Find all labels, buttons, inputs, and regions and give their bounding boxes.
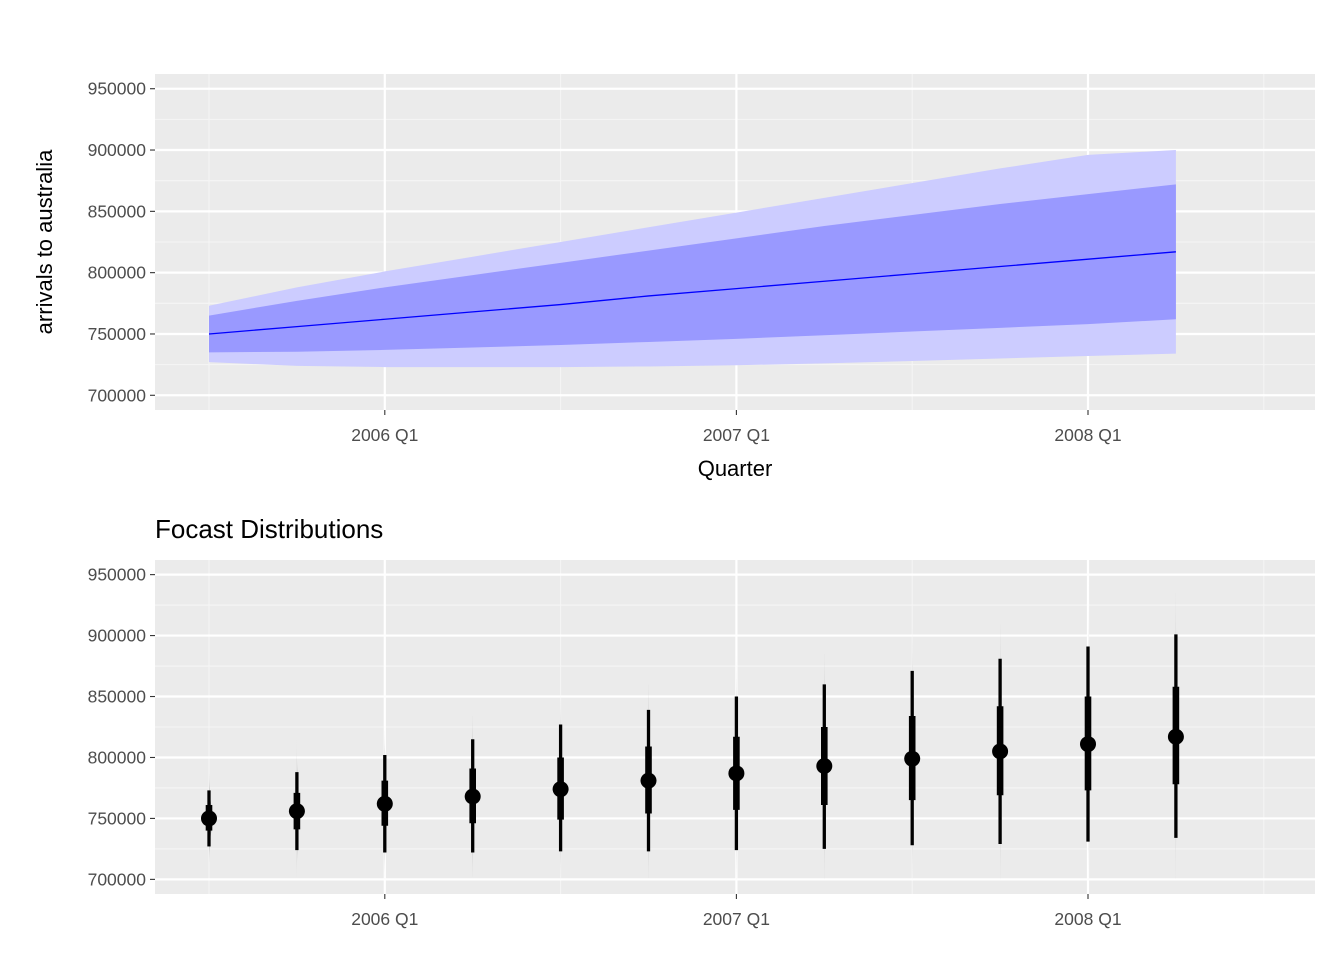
y-tick-label: 950000 (88, 79, 147, 99)
x-tick-label: 2006 Q1 (351, 909, 418, 929)
y-tick-label: 950000 (88, 565, 147, 585)
y-tick-label: 900000 (88, 140, 147, 160)
x-tick-label: 2007 Q1 (703, 909, 770, 929)
y-tick-label: 750000 (88, 808, 147, 828)
median-point (1080, 736, 1096, 753)
y-axis-title: arrivals to australia (32, 149, 57, 334)
y-tick-label: 750000 (88, 324, 147, 344)
y-tick-label: 700000 (88, 869, 147, 889)
chart-title: Focast Distributions (155, 514, 383, 544)
x-tick-label: 2007 Q1 (703, 425, 770, 445)
median-point (201, 810, 217, 827)
y-tick-label: 800000 (88, 263, 147, 283)
x-tick-label: 2006 Q1 (351, 425, 418, 445)
y-tick-label: 700000 (88, 385, 147, 405)
y-tick-label: 850000 (88, 687, 147, 707)
median-point (640, 772, 657, 789)
median-point (1167, 728, 1184, 745)
median-point (904, 750, 921, 767)
top-panel-forecast-bands: 700000 750000 800000 850000 900000 950000 2006… (32, 74, 1315, 481)
mean-forecast-line (208, 251, 1176, 335)
bottom-panel-forecast-distributions: 700000 750000 800000 850000 900000 950000 2006… (88, 514, 1315, 929)
x-axis-title: Quarter (698, 456, 773, 481)
y-tick-label: 850000 (88, 201, 147, 221)
median-point (816, 758, 833, 775)
median-point (552, 781, 569, 798)
median-point (288, 803, 305, 820)
y-tick-label: 800000 (88, 747, 147, 767)
median-point (376, 795, 393, 812)
median-point (464, 788, 481, 805)
median-point (992, 743, 1009, 760)
median-point (728, 765, 745, 782)
x-tick-label: 2008 Q1 (1054, 909, 1121, 929)
band-80-interval (209, 184, 1176, 353)
y-tick-label: 900000 (88, 626, 147, 646)
x-tick-label: 2008 Q1 (1054, 425, 1121, 445)
